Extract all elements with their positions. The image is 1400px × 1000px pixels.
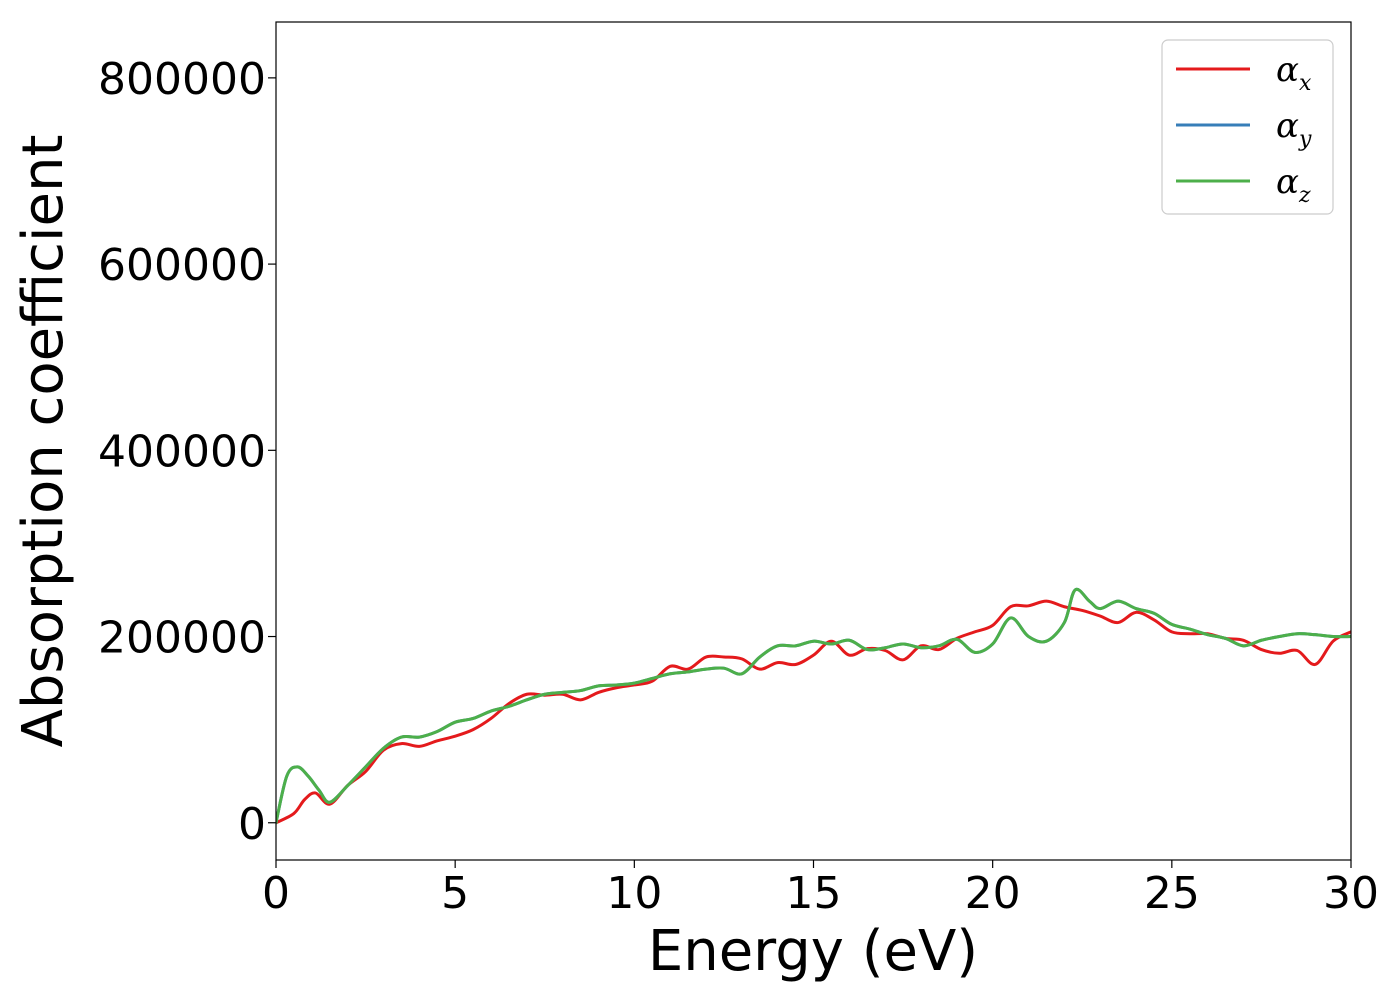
y-axis: 0 200000 400000 600000 800000 [98,54,276,850]
legend: αx αy αz [1161,39,1334,215]
x-tick-label: 20 [965,868,1021,919]
x-tick-label: 15 [786,868,842,919]
legend-label-y: αy [1276,106,1312,152]
x-axis-title: Energy (eV) [648,919,978,984]
x-tick-label: 30 [1323,868,1379,919]
x-tick-label: 5 [441,868,469,919]
series-line-y [276,587,1351,825]
y-axis-title: Absorption coefficient [11,135,76,748]
legend-label-z: αz [1276,162,1311,208]
y-tick-label: 400000 [98,426,266,477]
series-line-z [276,587,1351,825]
x-axis: 0 5 10 15 20 25 30 [262,860,1379,919]
legend-label-x: αx [1276,50,1312,96]
x-tick-label: 0 [262,868,290,919]
y-tick-label: 800000 [98,54,266,105]
legend-box [1161,39,1334,215]
x-tick-label: 25 [1144,868,1200,919]
y-tick-label: 600000 [98,240,266,291]
x-tick-label: 10 [606,868,662,919]
y-tick-label: 200000 [98,613,266,664]
y-tick-label: 0 [238,799,266,850]
series-line-x [276,599,1351,825]
series-layer [276,587,1351,825]
